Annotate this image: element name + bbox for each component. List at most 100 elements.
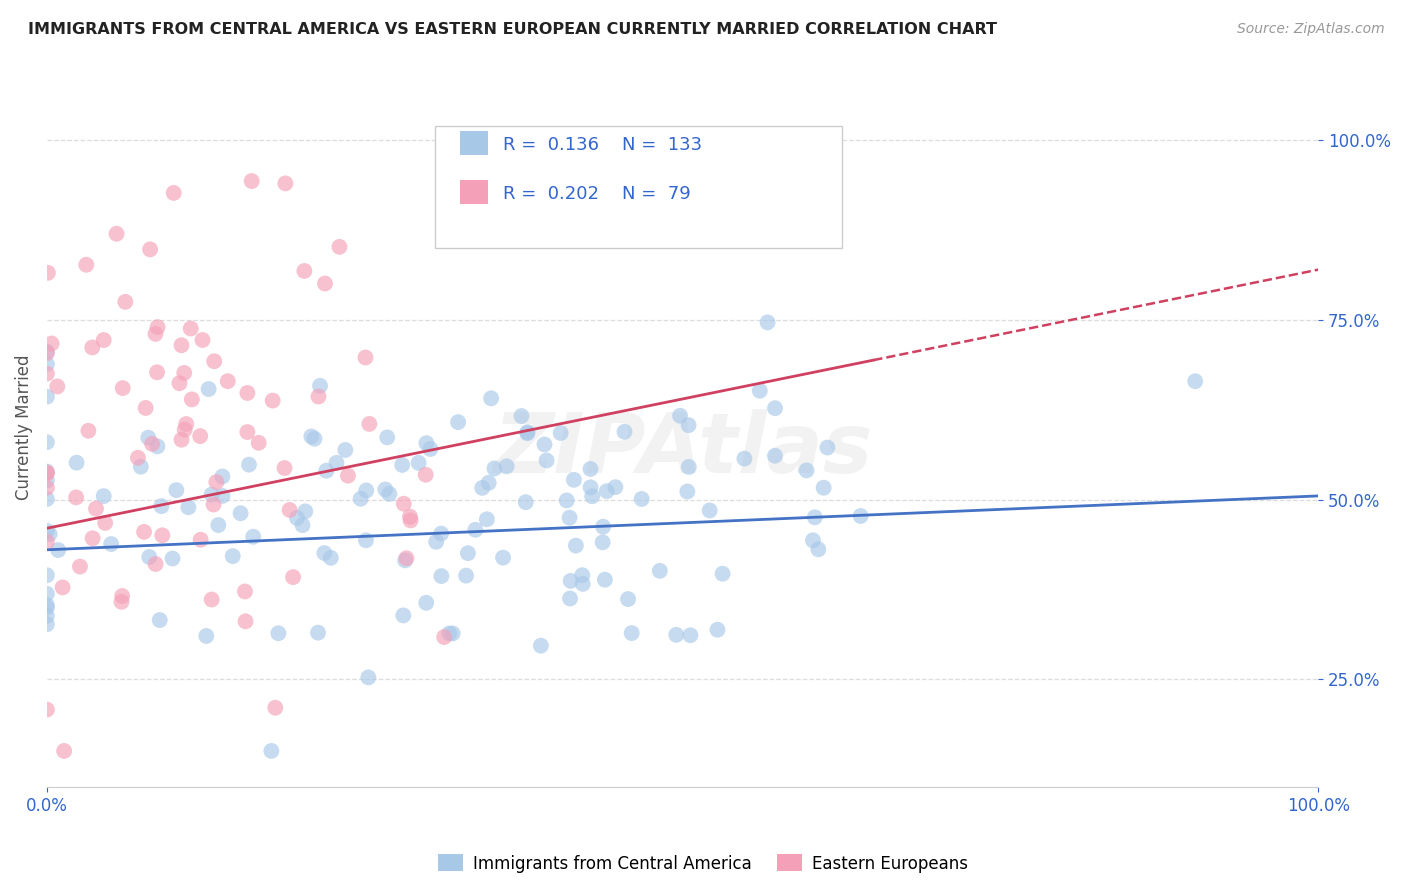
Point [849,508,872,523]
Point [335,442,357,457]
Point [242,530,264,544]
Point [41,336,63,351]
Point [195,629,218,643]
Legend: Immigrants from Central America, Eastern Europeans: Immigrants from Central America, Eastern… [432,847,974,880]
Point [457,136,479,150]
Point [613,425,636,439]
Point [110,595,132,609]
Point [395,551,418,566]
Point [394,553,416,567]
Point [319,550,342,565]
Point [105,227,128,241]
Point [571,577,593,591]
Point [510,409,533,423]
Point [35,465,58,479]
Point [391,458,413,472]
Point [492,550,515,565]
Point [475,512,498,526]
Point [201,592,224,607]
Point [281,570,304,584]
Point [558,510,581,524]
Point [392,497,415,511]
Point [359,417,381,431]
Point [149,613,172,627]
Point [425,534,447,549]
Point [354,351,377,365]
Point [620,626,643,640]
Point [678,418,700,433]
Point [562,473,585,487]
Point [273,461,295,475]
Point [114,294,136,309]
Point [46,543,69,558]
Point [354,533,377,548]
Point [516,425,538,440]
Point [392,608,415,623]
Point [35,524,58,538]
Point [190,533,212,547]
Point [53,744,76,758]
Point [180,321,202,335]
Point [309,379,332,393]
Point [111,381,134,395]
Point [136,431,159,445]
Point [678,459,700,474]
Point [478,475,501,490]
Point [471,481,494,495]
Point [315,464,337,478]
Point [592,519,614,533]
Point [205,475,228,489]
Point [222,549,245,563]
Point [35,600,58,615]
Point [229,506,252,520]
Text: Source: ZipAtlas.com: Source: ZipAtlas.com [1237,22,1385,37]
Point [77,424,100,438]
Point [202,498,225,512]
Point [82,341,104,355]
Point [132,524,155,539]
Point [536,453,558,467]
Point [813,481,835,495]
Point [307,625,329,640]
Point [706,623,728,637]
Point [35,617,58,632]
Point [375,430,398,444]
Point [236,425,259,439]
Point [35,390,58,404]
Point [558,591,581,606]
Text: R =  0.136    N =  133: R = 0.136 N = 133 [503,136,703,154]
Point [378,487,401,501]
Point [150,528,173,542]
Point [35,344,58,359]
Point [94,516,117,530]
Point [325,456,347,470]
Point [804,510,827,524]
Point [111,589,134,603]
Point [441,626,464,640]
Point [138,549,160,564]
Point [35,481,58,495]
Point [763,449,786,463]
Point [264,700,287,714]
Y-axis label: Currently Married: Currently Married [15,355,32,500]
Point [163,186,186,200]
Point [679,628,702,642]
Point [1184,374,1206,388]
Point [170,433,193,447]
Point [211,469,233,483]
Point [35,346,58,360]
Bar [460,131,488,154]
Point [648,564,671,578]
Point [399,509,422,524]
Point [617,592,640,607]
Point [84,501,107,516]
Point [165,483,187,497]
Point [35,467,58,481]
Point [46,379,69,393]
Point [630,491,652,506]
Point [314,277,336,291]
Point [35,608,58,623]
Point [399,513,422,527]
Point [285,511,308,525]
Point [579,480,602,494]
